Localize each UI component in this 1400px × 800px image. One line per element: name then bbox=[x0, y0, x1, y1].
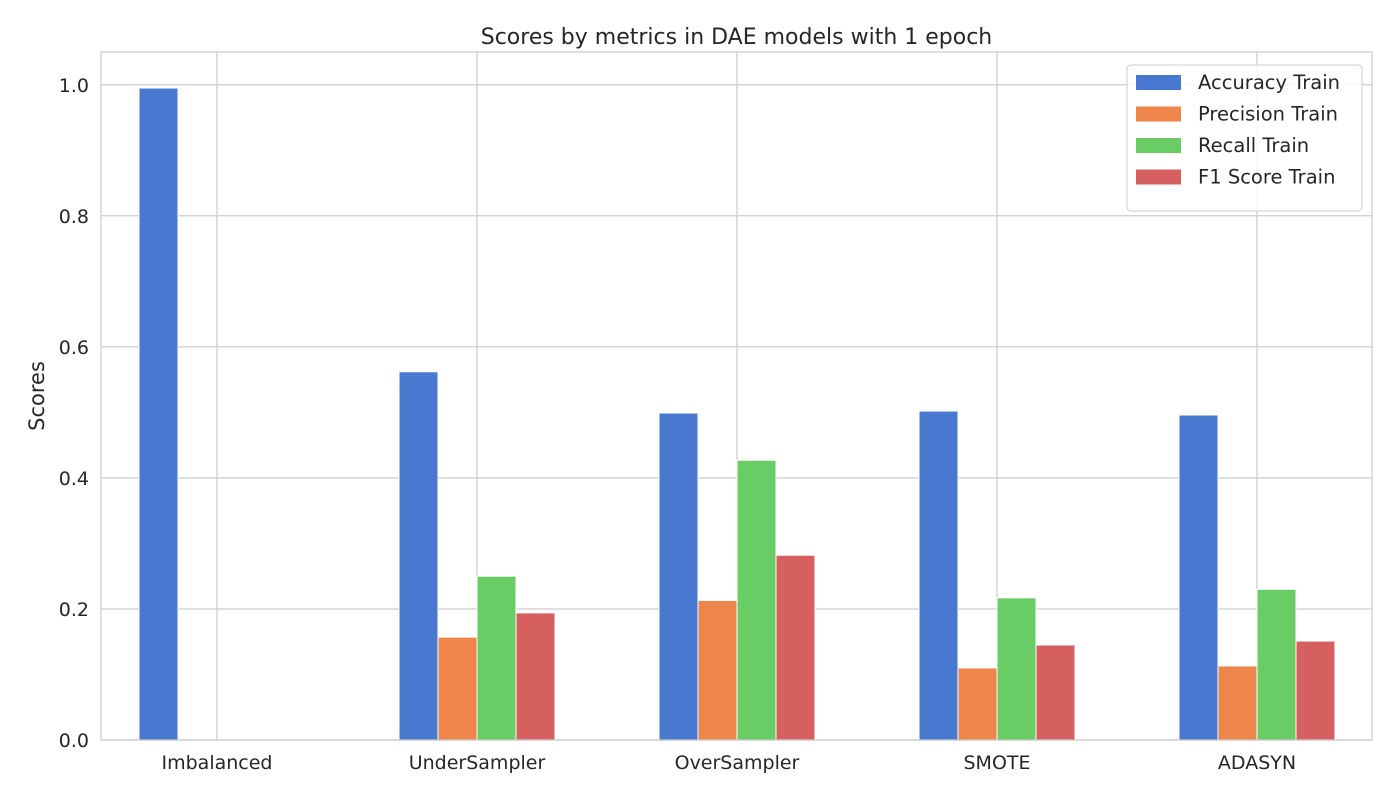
legend-swatch bbox=[1136, 138, 1181, 153]
y-tick-label: 0.8 bbox=[59, 206, 89, 228]
x-tick-label: UnderSampler bbox=[409, 752, 546, 774]
bar bbox=[736, 459, 777, 741]
y-tick-label: 0.0 bbox=[59, 730, 89, 752]
bar bbox=[957, 667, 998, 741]
bar bbox=[658, 412, 699, 741]
legend-label: Precision Train bbox=[1198, 103, 1338, 126]
x-tick-label: SMOTE bbox=[963, 752, 1030, 774]
legend-swatch bbox=[1136, 106, 1181, 122]
y-tick-label: 0.6 bbox=[59, 337, 89, 359]
bar bbox=[476, 575, 517, 741]
bar bbox=[515, 612, 556, 741]
y-tick-label: 0.2 bbox=[59, 599, 89, 621]
x-tick-label: Imbalanced bbox=[162, 752, 273, 774]
bar bbox=[697, 599, 738, 741]
y-axis-label: Scores bbox=[25, 361, 49, 431]
bar bbox=[996, 597, 1037, 741]
bar bbox=[775, 554, 816, 741]
legend-label: F1 Score Train bbox=[1198, 166, 1335, 189]
legend-swatch bbox=[1136, 169, 1181, 185]
bar bbox=[1295, 640, 1336, 741]
x-tick-labels: Imbalanced UnderSampler OverSampler SMOTE AD… bbox=[162, 752, 1297, 774]
bar bbox=[1178, 414, 1219, 741]
bar bbox=[1217, 665, 1258, 741]
y-tick-label: 0.4 bbox=[59, 468, 89, 490]
plot-frame bbox=[100, 51, 1373, 741]
legend: Accuracy Train Precision Train Recall Trai… bbox=[1126, 64, 1363, 212]
y-tick-labels: 0.0 0.2 0.4 0.6 0.8 1.0 bbox=[59, 75, 89, 752]
bar bbox=[398, 371, 439, 741]
x-tick-label: OverSampler bbox=[675, 752, 800, 774]
bar bbox=[437, 636, 478, 741]
bar bbox=[138, 87, 179, 741]
y-tick-label: 1.0 bbox=[59, 75, 89, 97]
legend-label: Accuracy Train bbox=[1198, 71, 1340, 94]
legend-label: Recall Train bbox=[1198, 134, 1309, 157]
bar bbox=[1256, 588, 1297, 741]
legend-swatch bbox=[1136, 75, 1181, 90]
bar bbox=[1035, 644, 1076, 741]
x-tick-label: ADASYN bbox=[1218, 752, 1296, 774]
chart-title: Scores by metrics in DAE models with 1 e… bbox=[481, 25, 993, 50]
bar bbox=[918, 410, 959, 741]
bars bbox=[138, 87, 1336, 741]
legend-box bbox=[1126, 64, 1363, 212]
